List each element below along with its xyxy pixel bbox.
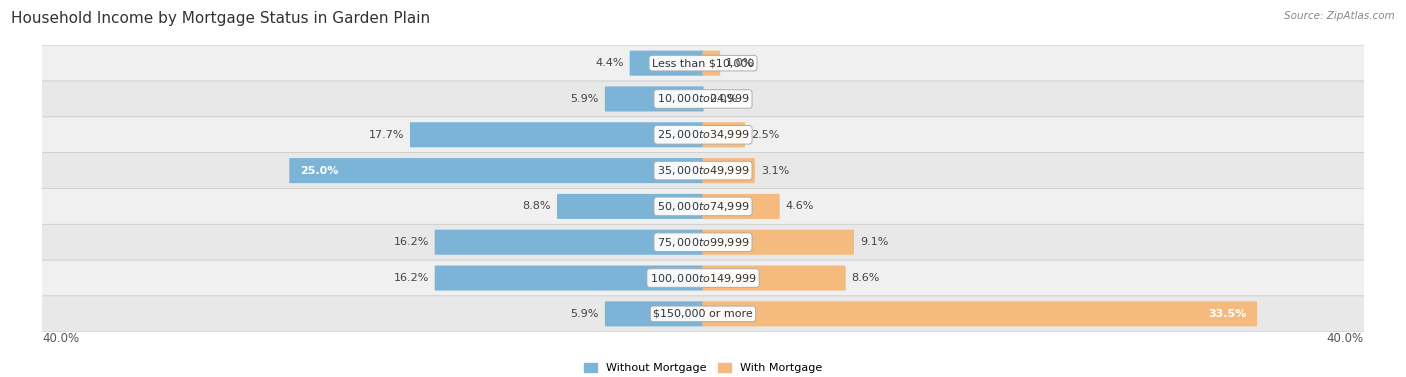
- Text: Household Income by Mortgage Status in Garden Plain: Household Income by Mortgage Status in G…: [11, 11, 430, 26]
- FancyBboxPatch shape: [557, 194, 703, 219]
- Text: 17.7%: 17.7%: [368, 130, 404, 140]
- FancyBboxPatch shape: [42, 260, 1364, 296]
- FancyBboxPatch shape: [42, 224, 1364, 260]
- Text: 3.1%: 3.1%: [761, 166, 789, 176]
- Text: 5.9%: 5.9%: [571, 94, 599, 104]
- Text: 1.0%: 1.0%: [725, 58, 755, 68]
- FancyBboxPatch shape: [703, 158, 755, 183]
- FancyBboxPatch shape: [630, 51, 703, 76]
- Text: 8.6%: 8.6%: [852, 273, 880, 283]
- FancyBboxPatch shape: [605, 301, 703, 326]
- Text: $150,000 or more: $150,000 or more: [654, 309, 752, 319]
- FancyBboxPatch shape: [411, 122, 703, 147]
- Text: 5.9%: 5.9%: [571, 309, 599, 319]
- Text: Less than $10,000: Less than $10,000: [652, 58, 754, 68]
- Text: $50,000 to $74,999: $50,000 to $74,999: [657, 200, 749, 213]
- Text: $25,000 to $34,999: $25,000 to $34,999: [657, 128, 749, 141]
- Text: $75,000 to $99,999: $75,000 to $99,999: [657, 236, 749, 249]
- Legend: Without Mortgage, With Mortgage: Without Mortgage, With Mortgage: [579, 359, 827, 377]
- Text: 16.2%: 16.2%: [394, 237, 429, 247]
- FancyBboxPatch shape: [42, 296, 1364, 332]
- FancyBboxPatch shape: [434, 265, 703, 291]
- FancyBboxPatch shape: [42, 117, 1364, 153]
- Text: 40.0%: 40.0%: [42, 333, 79, 345]
- FancyBboxPatch shape: [703, 194, 780, 219]
- FancyBboxPatch shape: [434, 230, 703, 255]
- FancyBboxPatch shape: [703, 265, 846, 291]
- Text: $35,000 to $49,999: $35,000 to $49,999: [657, 164, 749, 177]
- FancyBboxPatch shape: [605, 86, 703, 112]
- Text: 4.6%: 4.6%: [786, 201, 814, 211]
- Text: 40.0%: 40.0%: [1327, 333, 1364, 345]
- Text: 25.0%: 25.0%: [299, 166, 339, 176]
- Text: Source: ZipAtlas.com: Source: ZipAtlas.com: [1284, 11, 1395, 21]
- FancyBboxPatch shape: [703, 301, 1257, 326]
- Text: 0.0%: 0.0%: [710, 94, 738, 104]
- Text: 8.8%: 8.8%: [523, 201, 551, 211]
- Text: 33.5%: 33.5%: [1208, 309, 1247, 319]
- Text: 9.1%: 9.1%: [860, 237, 889, 247]
- FancyBboxPatch shape: [703, 122, 745, 147]
- Text: 2.5%: 2.5%: [751, 130, 779, 140]
- Text: 16.2%: 16.2%: [394, 273, 429, 283]
- FancyBboxPatch shape: [703, 51, 720, 76]
- FancyBboxPatch shape: [703, 230, 853, 255]
- FancyBboxPatch shape: [42, 153, 1364, 188]
- FancyBboxPatch shape: [290, 158, 703, 183]
- Text: $10,000 to $24,999: $10,000 to $24,999: [657, 92, 749, 106]
- FancyBboxPatch shape: [42, 81, 1364, 117]
- Text: $100,000 to $149,999: $100,000 to $149,999: [650, 271, 756, 285]
- Text: 4.4%: 4.4%: [595, 58, 624, 68]
- FancyBboxPatch shape: [42, 188, 1364, 224]
- FancyBboxPatch shape: [42, 45, 1364, 81]
